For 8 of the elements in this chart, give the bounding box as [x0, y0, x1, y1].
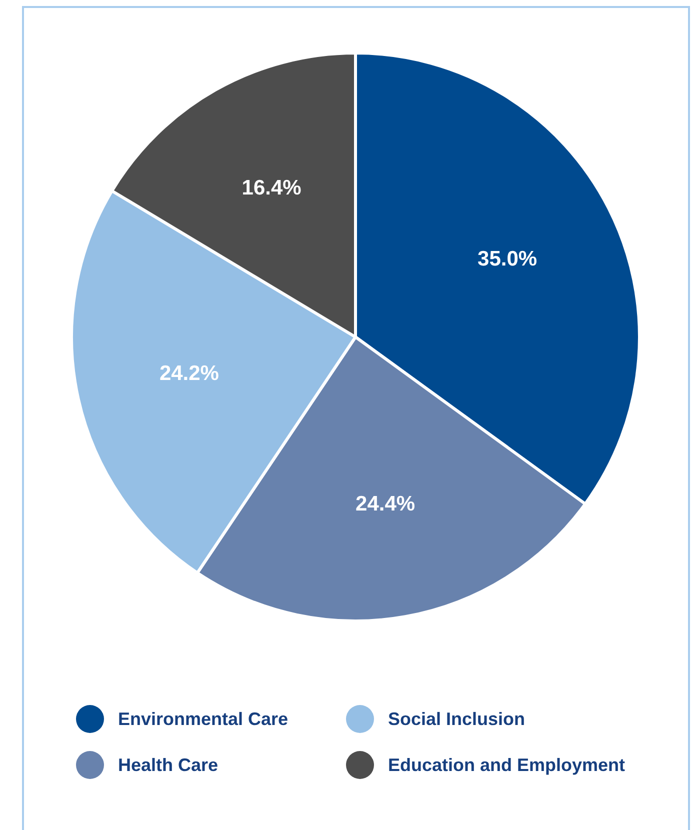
legend-label: Environmental Care [118, 708, 288, 730]
data-label: 24.4% [356, 492, 416, 516]
legend-label: Education and Employment [388, 754, 626, 776]
legend-label: Health Care [118, 754, 218, 776]
legend-label: Social Inclusion [388, 708, 526, 730]
data-label: 16.4% [242, 176, 302, 200]
data-label: 35.0% [478, 247, 538, 270]
data-label: 24.2% [159, 362, 220, 385]
